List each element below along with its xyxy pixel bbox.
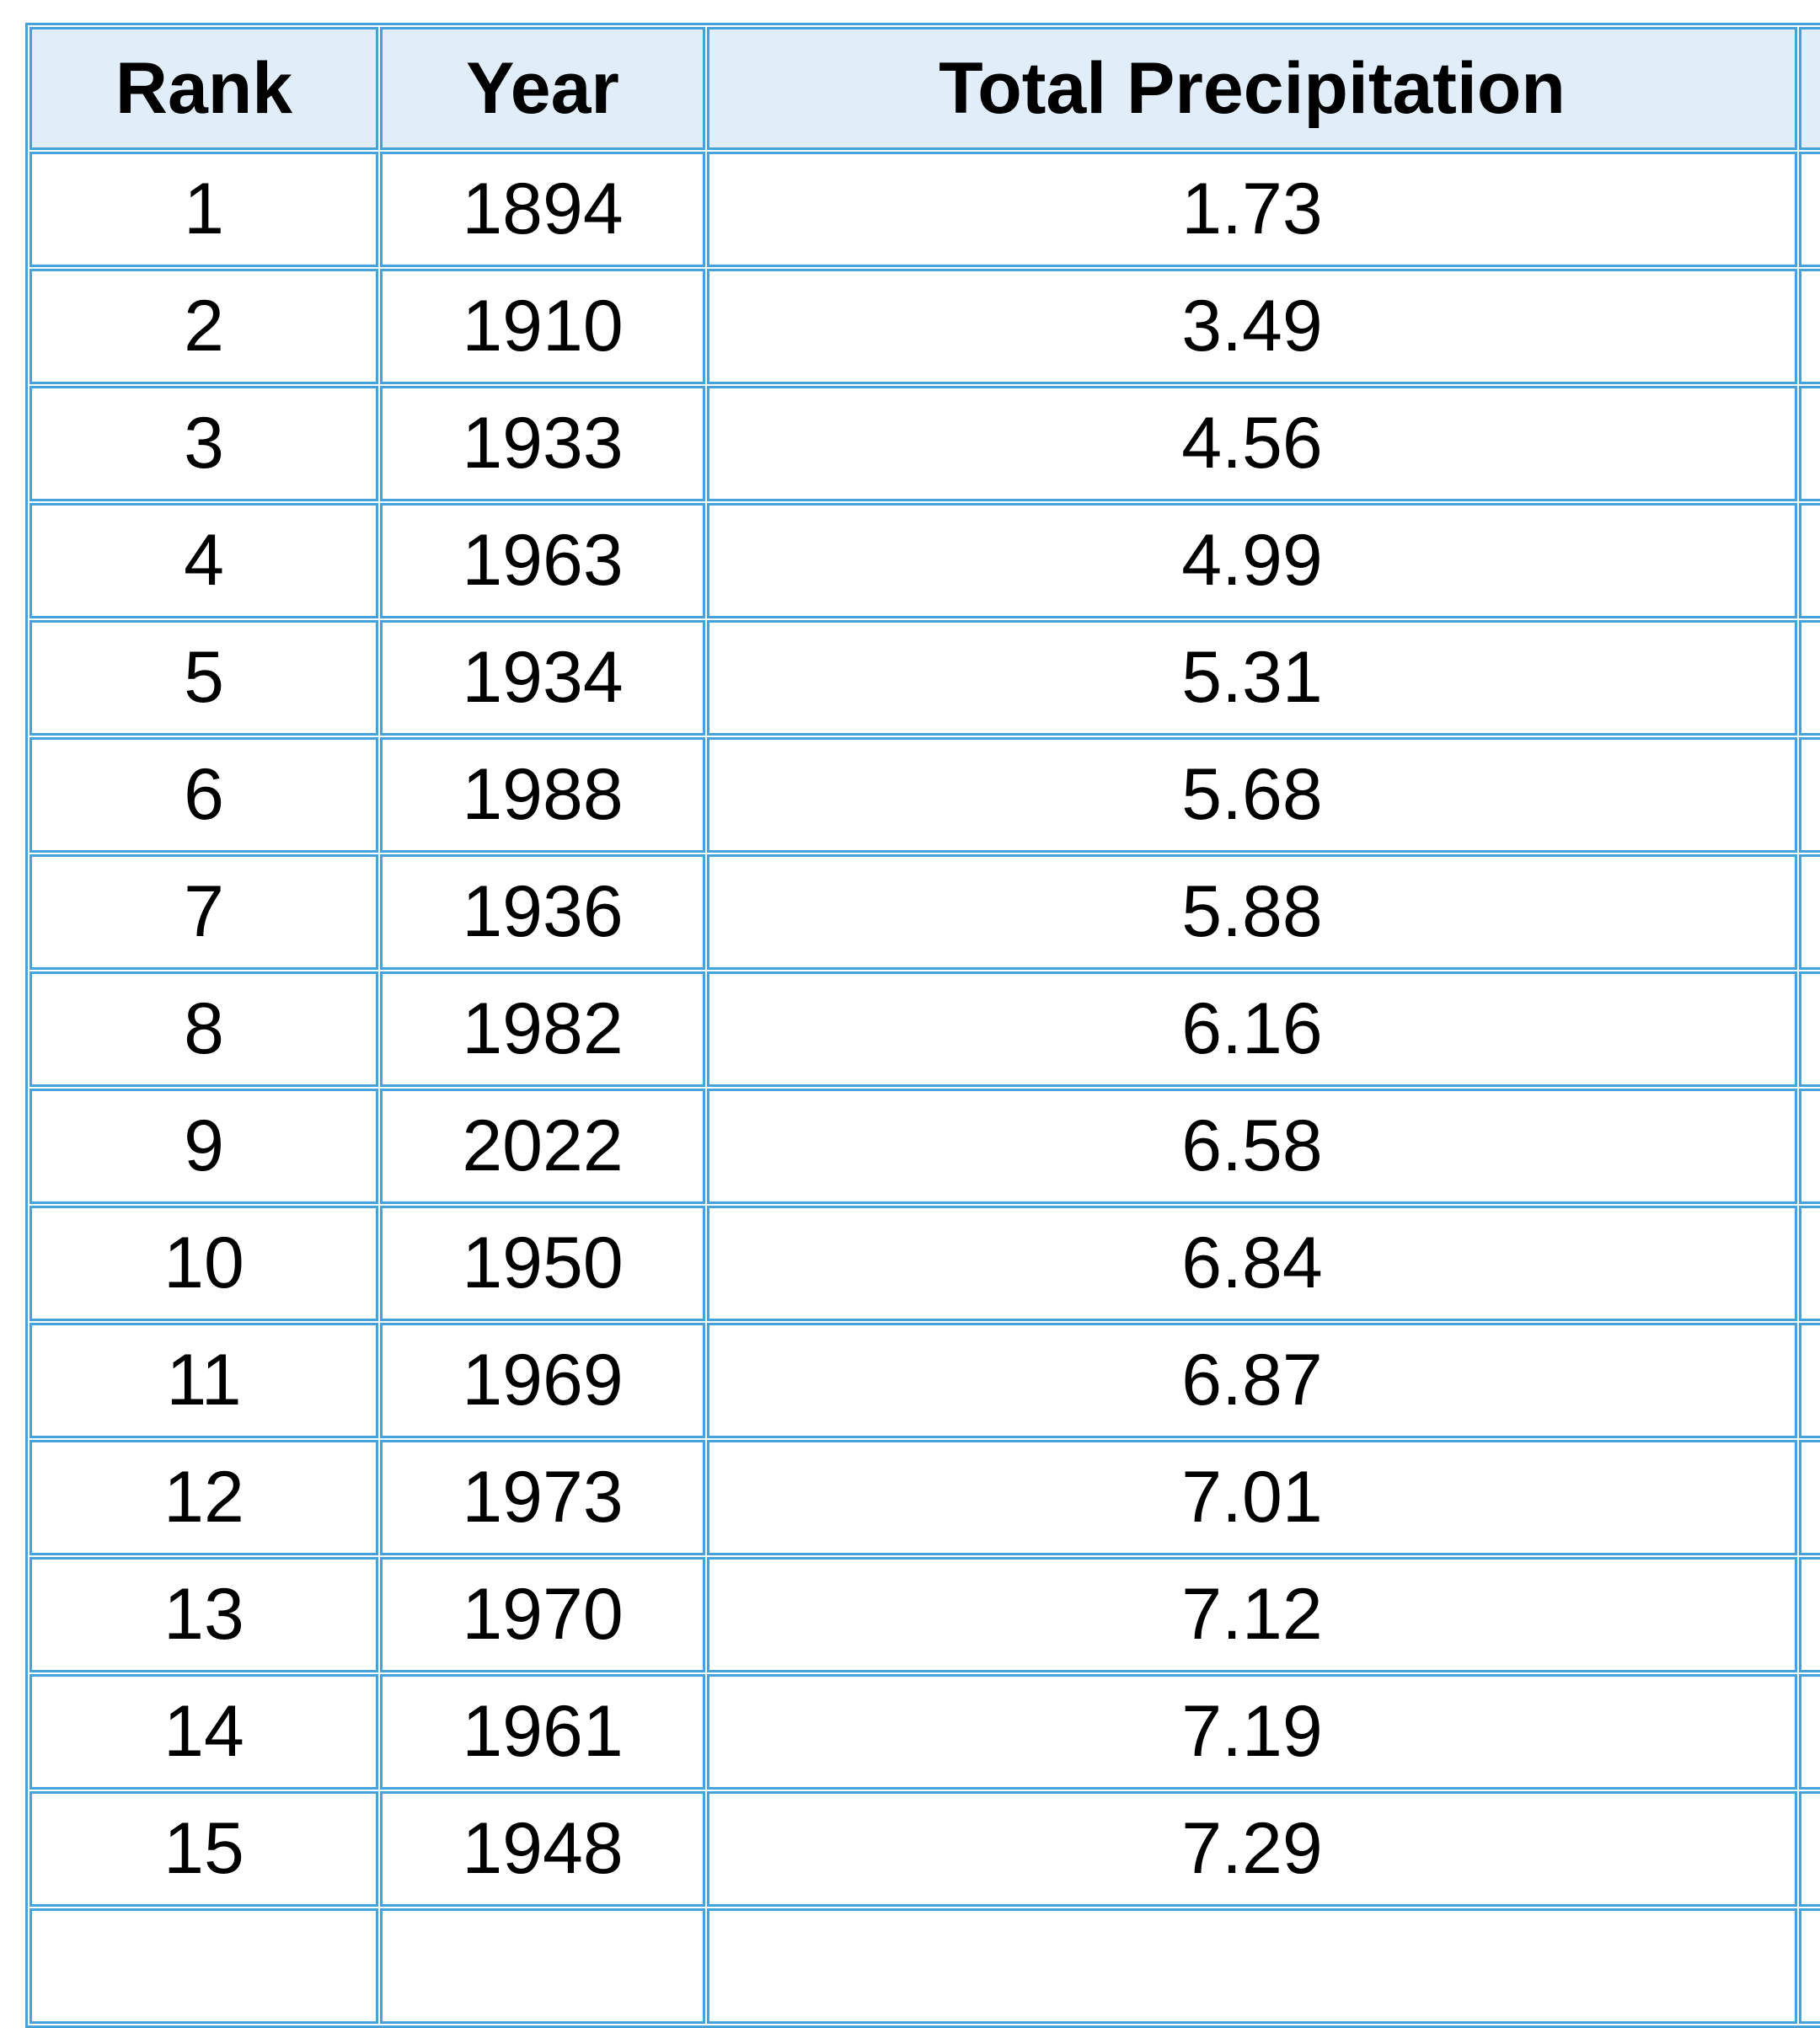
year-cell: 1948	[380, 1791, 705, 1907]
table-row: 5 1934 5.31	[29, 620, 1820, 736]
precip-cell: 6.84	[707, 1206, 1797, 1321]
table-row: 10 1950 6.84	[29, 1206, 1820, 1321]
extra-cell	[1799, 386, 1820, 501]
precip-cell: 6.58	[707, 1089, 1797, 1204]
col-header-extra-clipped	[1799, 27, 1820, 150]
rank-cell: 9	[29, 1089, 378, 1204]
precip-cell: 5.31	[707, 620, 1797, 736]
precip-cell: 3.49	[707, 269, 1797, 384]
year-cell: 1961	[380, 1674, 705, 1790]
rank-cell: 3	[29, 386, 378, 501]
year-cell: 1894	[380, 152, 705, 267]
extra-cell	[1799, 503, 1820, 618]
table-row: 2 1910 3.49	[29, 269, 1820, 384]
precipitation-rank-table: Rank Year Total Precipitation 1 1894 1.7…	[25, 23, 1820, 2028]
rank-cell: 15	[29, 1791, 378, 1907]
extra-cell	[1799, 1323, 1820, 1438]
precip-cell: 5.68	[707, 737, 1797, 853]
table-row: 7 1936 5.88	[29, 854, 1820, 970]
table-row: 6 1988 5.68	[29, 737, 1820, 853]
precip-cell: 7.19	[707, 1674, 1797, 1790]
year-cell: 1910	[380, 269, 705, 384]
col-header-total-precipitation: Total Precipitation	[707, 27, 1797, 150]
table-row: 12 1973 7.01	[29, 1440, 1820, 1555]
col-header-rank: Rank	[29, 27, 378, 150]
rank-cell	[29, 1908, 378, 2024]
extra-cell	[1799, 737, 1820, 853]
precip-cell: 4.99	[707, 503, 1797, 618]
table-row: 3 1933 4.56	[29, 386, 1820, 501]
year-cell: 1933	[380, 386, 705, 501]
rank-cell: 4	[29, 503, 378, 618]
rank-cell: 10	[29, 1206, 378, 1321]
year-cell: 2022	[380, 1089, 705, 1204]
table-row: 1 1894 1.73	[29, 152, 1820, 267]
table-row: 9 2022 6.58	[29, 1089, 1820, 1204]
table-row: 8 1982 6.16	[29, 971, 1820, 1087]
year-cell: 1970	[380, 1557, 705, 1672]
extra-cell	[1799, 1440, 1820, 1555]
rank-cell: 12	[29, 1440, 378, 1555]
table-row: 13 1970 7.12	[29, 1557, 1820, 1672]
rank-cell: 5	[29, 620, 378, 736]
extra-cell	[1799, 269, 1820, 384]
precip-cell: 5.88	[707, 854, 1797, 970]
year-cell: 1988	[380, 737, 705, 853]
precip-cell: 6.87	[707, 1323, 1797, 1438]
col-header-year: Year	[380, 27, 705, 150]
extra-cell	[1799, 152, 1820, 267]
rank-cell: 14	[29, 1674, 378, 1790]
precip-cell: 1.73	[707, 152, 1797, 267]
precip-cell: 4.56	[707, 386, 1797, 501]
precip-cell: 7.12	[707, 1557, 1797, 1672]
extra-cell	[1799, 1089, 1820, 1204]
table-row: 14 1961 7.19	[29, 1674, 1820, 1790]
extra-cell	[1799, 1206, 1820, 1321]
table-row: 11 1969 6.87	[29, 1323, 1820, 1438]
rank-cell: 6	[29, 737, 378, 853]
table-row: 15 1948 7.29	[29, 1791, 1820, 1907]
rank-cell: 2	[29, 269, 378, 384]
rank-cell: 7	[29, 854, 378, 970]
precip-cell: 7.01	[707, 1440, 1797, 1555]
table-row-partial	[29, 1908, 1820, 2024]
precip-cell	[707, 1908, 1797, 2024]
rank-cell: 13	[29, 1557, 378, 1672]
year-cell: 1982	[380, 971, 705, 1087]
year-cell: 1934	[380, 620, 705, 736]
extra-cell	[1799, 1908, 1820, 2024]
rank-cell: 1	[29, 152, 378, 267]
year-cell	[380, 1908, 705, 2024]
precip-cell: 6.16	[707, 971, 1797, 1087]
year-cell: 1973	[380, 1440, 705, 1555]
table-row: 4 1963 4.99	[29, 503, 1820, 618]
year-cell: 1969	[380, 1323, 705, 1438]
year-cell: 1950	[380, 1206, 705, 1321]
extra-cell	[1799, 620, 1820, 736]
year-cell: 1963	[380, 503, 705, 618]
header-row: Rank Year Total Precipitation	[29, 27, 1820, 150]
year-cell: 1936	[380, 854, 705, 970]
precip-cell: 7.29	[707, 1791, 1797, 1907]
extra-cell	[1799, 1674, 1820, 1790]
extra-cell	[1799, 1791, 1820, 1907]
rank-cell: 8	[29, 971, 378, 1087]
extra-cell	[1799, 854, 1820, 970]
extra-cell	[1799, 1557, 1820, 1672]
extra-cell	[1799, 971, 1820, 1087]
rank-cell: 11	[29, 1323, 378, 1438]
